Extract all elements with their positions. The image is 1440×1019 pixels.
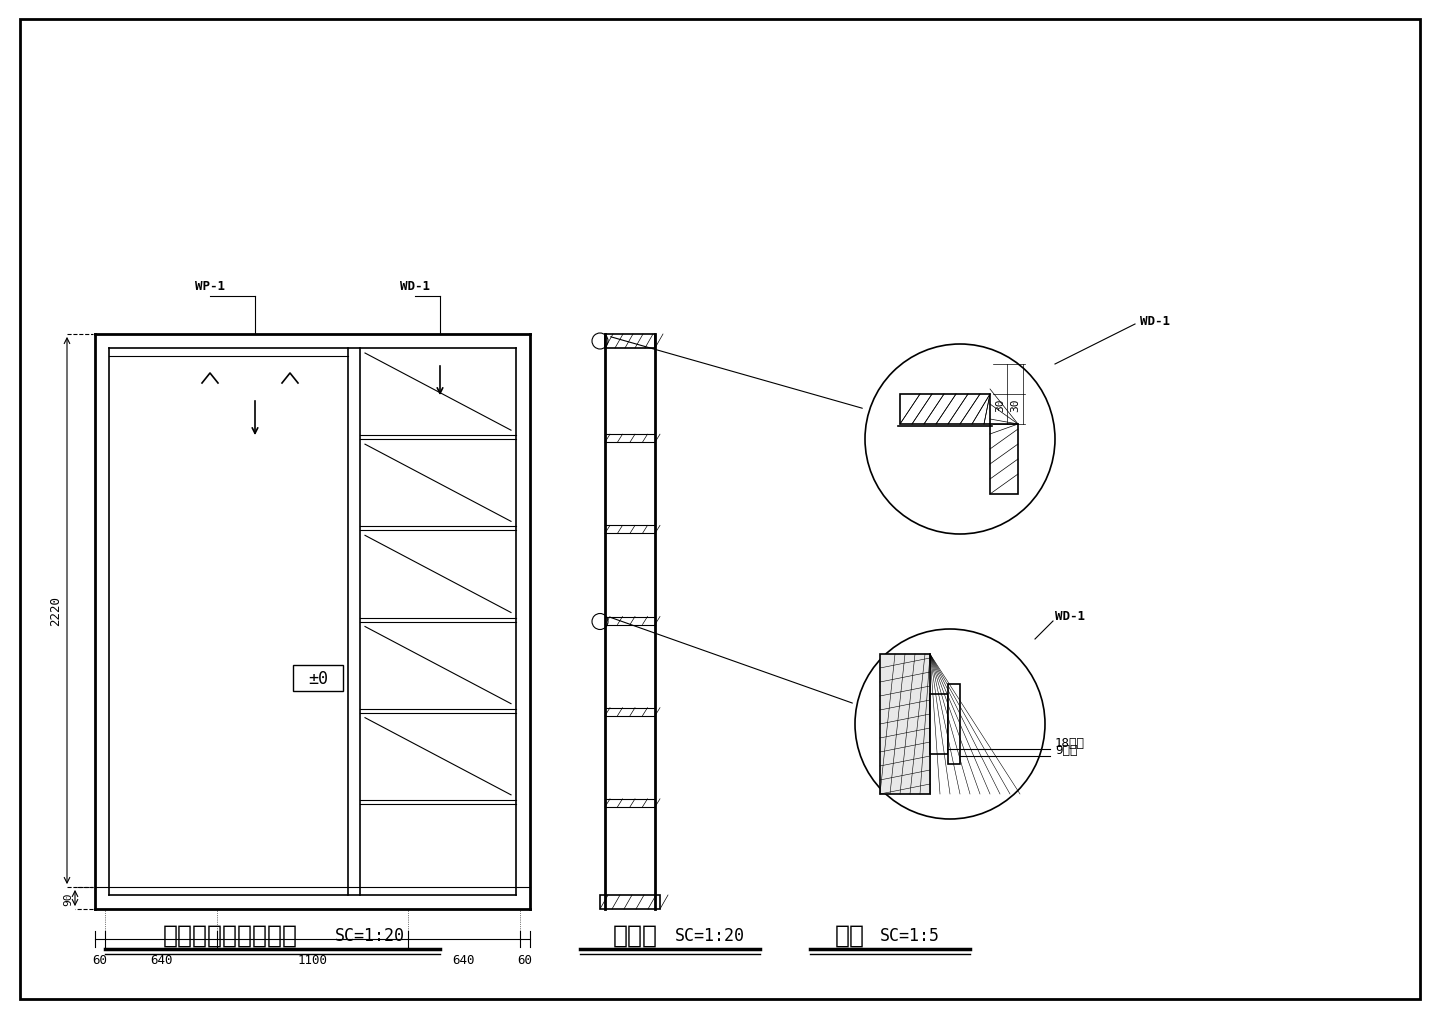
Text: ±0: ±0 [308,669,328,688]
Text: 640: 640 [150,953,173,966]
Bar [605,435,655,442]
Text: WP-1: WP-1 [194,280,225,292]
Text: SC=1:20: SC=1:20 [675,926,744,944]
Bar [930,694,948,754]
Text: WD-1: WD-1 [1140,315,1169,328]
Text: 60: 60 [517,953,533,966]
Text: WD-1: WD-1 [1056,609,1084,623]
Text: 2220: 2220 [49,596,62,626]
Text: 9厘板: 9厘板 [1056,743,1077,756]
Text: SC=1:5: SC=1:5 [880,926,940,944]
Bar [605,799,655,807]
Bar [600,895,660,909]
Text: 详图: 详图 [835,923,865,947]
Text: WD-1: WD-1 [400,280,431,292]
Text: 18厘板: 18厘板 [1056,737,1084,749]
Text: 走廊柜子内部结构图: 走廊柜子内部结构图 [163,923,298,947]
Text: 30: 30 [1009,398,1020,412]
Bar [292,665,343,691]
Text: 剖面图: 剖面图 [612,923,658,947]
Bar [605,334,655,348]
Bar [880,654,930,794]
Text: SC=1:20: SC=1:20 [336,926,405,944]
Text: 60: 60 [92,953,108,966]
Bar [605,526,655,534]
Text: 640: 640 [452,953,475,966]
Bar [605,616,655,625]
Text: 30: 30 [995,398,1005,412]
Bar [900,394,991,425]
Text: 90: 90 [63,892,73,905]
Bar [948,685,960,764]
Bar [605,708,655,716]
Bar [991,425,1018,494]
Text: 1100: 1100 [298,953,327,966]
